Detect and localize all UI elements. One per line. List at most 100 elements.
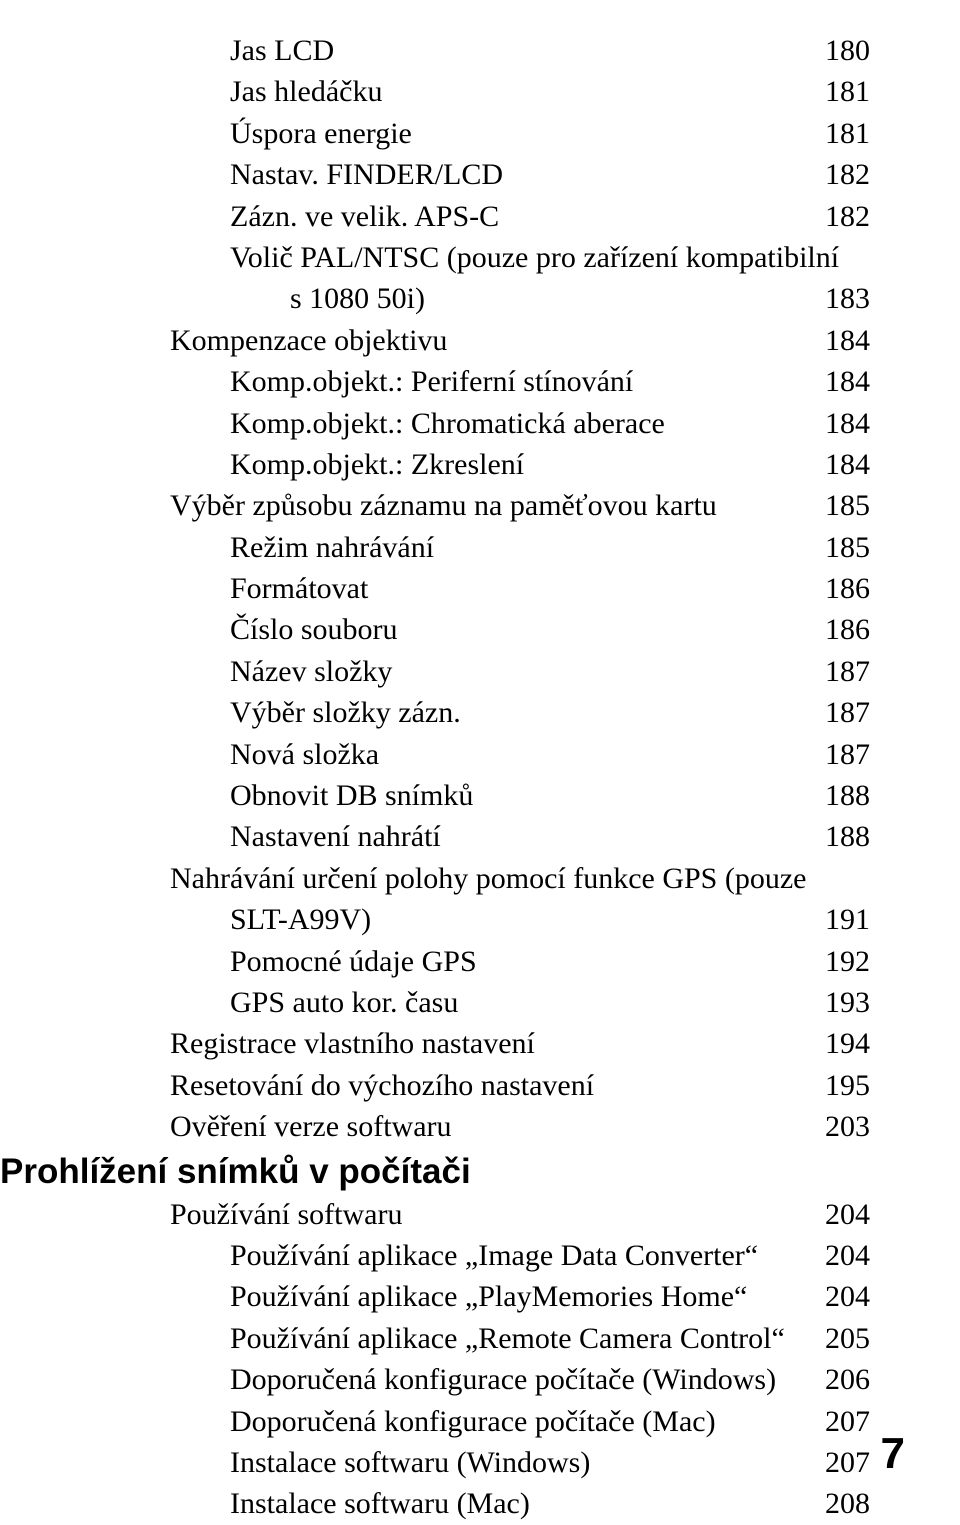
toc-entry-page: 187 bbox=[825, 651, 870, 692]
toc-entry-page: 186 bbox=[825, 609, 870, 650]
toc-entry-label: Výběr složky zázn. bbox=[230, 692, 461, 733]
toc-entry: Formátovat 186 bbox=[170, 568, 870, 609]
toc-entry: Instalace softwaru (Mac) 208 bbox=[170, 1483, 870, 1524]
toc-entry: s 1080 50i) 183 bbox=[170, 278, 870, 319]
toc-entry-label: Doporučená konfigurace počítače (Windows… bbox=[230, 1359, 776, 1400]
toc-entry-page: 204 bbox=[825, 1194, 870, 1235]
toc-entry: Jas hledáčku 181 bbox=[170, 71, 870, 112]
toc-entry: Doporučená konfigurace počítače (Windows… bbox=[170, 1359, 870, 1400]
toc-entry-page: 181 bbox=[825, 71, 870, 112]
toc-content: Jas LCD 180Jas hledáčku 181Úspora energi… bbox=[0, 30, 910, 1525]
toc-entry: Zázn. ve velik. APS-C 182 bbox=[170, 196, 870, 237]
toc-entry: Nahrávání určení polohy pomocí funkce GP… bbox=[170, 858, 870, 899]
toc-entry-page: 194 bbox=[825, 1023, 870, 1064]
toc-entry-page: 205 bbox=[825, 1318, 870, 1359]
toc-entry-page: 188 bbox=[825, 816, 870, 857]
toc-entry-label: Instalace softwaru (Windows) bbox=[230, 1442, 590, 1483]
toc-entry-label: Režim nahrávání bbox=[230, 527, 434, 568]
toc-entry: Komp.objekt.: Periferní stínování 184 bbox=[170, 361, 870, 402]
toc-entry-label: Používání aplikace „Remote Camera Contro… bbox=[230, 1318, 785, 1359]
toc-entry-label: s 1080 50i) bbox=[290, 278, 425, 319]
toc-entry-page: 191 bbox=[825, 899, 870, 940]
toc-entry: Registrace vlastního nastavení 194 bbox=[170, 1023, 870, 1064]
toc-entry: Pomocné údaje GPS 192 bbox=[170, 941, 870, 982]
toc-entry-label: Nová složka bbox=[230, 734, 379, 775]
toc-entry-page: 203 bbox=[825, 1106, 870, 1147]
page-number: 7 bbox=[881, 1429, 905, 1479]
toc-entry-label: Komp.objekt.: Zkreslení bbox=[230, 444, 524, 485]
toc-entry-page: 184 bbox=[825, 320, 870, 361]
toc-entry: Doporučená konfigurace počítače (Mac) 20… bbox=[170, 1401, 870, 1442]
toc-entry-page: 188 bbox=[825, 775, 870, 816]
toc-entry-label: GPS auto kor. času bbox=[230, 982, 458, 1023]
toc-entry: Výběr způsobu záznamu na paměťovou kartu… bbox=[170, 485, 870, 526]
toc-entry-page: 192 bbox=[825, 941, 870, 982]
toc-entry-page: 206 bbox=[825, 1359, 870, 1400]
toc-entry-label: Instalace softwaru (Mac) bbox=[230, 1483, 530, 1524]
toc-entry-page: 181 bbox=[825, 113, 870, 154]
toc-entry-page: 185 bbox=[825, 527, 870, 568]
toc-entry-page: 185 bbox=[825, 485, 870, 526]
toc-entry: Jas LCD 180 bbox=[170, 30, 870, 71]
toc-entry: Komp.objekt.: Zkreslení 184 bbox=[170, 444, 870, 485]
toc-entry-page: 182 bbox=[825, 154, 870, 195]
toc-entry-label: Resetování do výchozího nastavení bbox=[170, 1065, 594, 1106]
toc-entry: Používání aplikace „Remote Camera Contro… bbox=[170, 1318, 870, 1359]
toc-entry: Úspora energie 181 bbox=[170, 113, 870, 154]
toc-entry: Obnovit DB snímků 188 bbox=[170, 775, 870, 816]
toc-entry-label: SLT-A99V) bbox=[230, 899, 371, 940]
toc-entry-label: Název složky bbox=[230, 651, 392, 692]
toc-entry-label: Používání softwaru bbox=[170, 1194, 402, 1235]
toc-entry-page: 187 bbox=[825, 734, 870, 775]
toc-entry: Kompenzace objektivu 184 bbox=[170, 320, 870, 361]
toc-entry: Resetování do výchozího nastavení 195 bbox=[170, 1065, 870, 1106]
toc-entry: Výběr složky zázn. 187 bbox=[170, 692, 870, 733]
toc-entry: Režim nahrávání 185 bbox=[170, 527, 870, 568]
toc-entry-label: Formátovat bbox=[230, 568, 368, 609]
toc-entry: Název složky 187 bbox=[170, 651, 870, 692]
toc-entry: Používání softwaru 204 bbox=[170, 1194, 870, 1235]
toc-entry-page: 208 bbox=[825, 1483, 870, 1524]
toc-entry-label: Pomocné údaje GPS bbox=[230, 941, 477, 982]
toc-list: Používání softwaru 204Používání aplikace… bbox=[170, 1194, 870, 1525]
toc-entry-label: Úspora energie bbox=[230, 113, 412, 154]
toc-entry-label: Používání aplikace „Image Data Converter… bbox=[230, 1235, 758, 1276]
toc-entry-label: Nahrávání určení polohy pomocí funkce GP… bbox=[170, 858, 807, 899]
toc-entry-page: 207 bbox=[825, 1401, 870, 1442]
toc-entry-label: Volič PAL/NTSC (pouze pro zařízení kompa… bbox=[230, 237, 839, 278]
toc-entry-page: 204 bbox=[825, 1235, 870, 1276]
toc-entry-label: Komp.objekt.: Periferní stínování bbox=[230, 361, 633, 402]
toc-entry-page: 180 bbox=[825, 30, 870, 71]
toc-entry: Používání aplikace „Image Data Converter… bbox=[170, 1235, 870, 1276]
toc-entry-page: 184 bbox=[825, 403, 870, 444]
toc-list: Jas LCD 180Jas hledáčku 181Úspora energi… bbox=[170, 30, 870, 1148]
toc-entry-label: Číslo souboru bbox=[230, 609, 398, 650]
toc-entry-label: Obnovit DB snímků bbox=[230, 775, 473, 816]
toc-entry-label: Registrace vlastního nastavení bbox=[170, 1023, 535, 1064]
toc-entry-page: 195 bbox=[825, 1065, 870, 1106]
toc-entry-page: 207 bbox=[825, 1442, 870, 1483]
toc-entry-page: 184 bbox=[825, 444, 870, 485]
toc-entry-page: 204 bbox=[825, 1276, 870, 1317]
toc-entry: GPS auto kor. času 193 bbox=[170, 982, 870, 1023]
toc-entry-label: Nastavení nahrátí bbox=[230, 816, 441, 857]
toc-entry-page: 186 bbox=[825, 568, 870, 609]
toc-entry-page: 184 bbox=[825, 361, 870, 402]
toc-entry-page: 182 bbox=[825, 196, 870, 237]
toc-entry: SLT-A99V) 191 bbox=[170, 899, 870, 940]
toc-entry: Komp.objekt.: Chromatická aberace 184 bbox=[170, 403, 870, 444]
toc-entry-label: Doporučená konfigurace počítače (Mac) bbox=[230, 1401, 716, 1442]
toc-entry-label: Komp.objekt.: Chromatická aberace bbox=[230, 403, 665, 444]
toc-entry: Nastav. FINDER/LCD 182 bbox=[170, 154, 870, 195]
toc-entry: Nastavení nahrátí 188 bbox=[170, 816, 870, 857]
toc-entry: Volič PAL/NTSC (pouze pro zařízení kompa… bbox=[170, 237, 870, 278]
section-heading: Prohlížení snímků v počítači bbox=[0, 1148, 870, 1194]
toc-entry-label: Výběr způsobu záznamu na paměťovou kartu bbox=[170, 485, 717, 526]
toc-entry-page: 183 bbox=[825, 278, 870, 319]
toc-entry: Instalace softwaru (Windows) 207 bbox=[170, 1442, 870, 1483]
toc-entry: Používání aplikace „PlayMemories Home“ 2… bbox=[170, 1276, 870, 1317]
toc-entry-label: Kompenzace objektivu bbox=[170, 320, 447, 361]
toc-entry-label: Používání aplikace „PlayMemories Home“ bbox=[230, 1276, 747, 1317]
toc-entry-label: Jas LCD bbox=[230, 30, 334, 71]
toc-entry: Ověření verze softwaru 203 bbox=[170, 1106, 870, 1147]
